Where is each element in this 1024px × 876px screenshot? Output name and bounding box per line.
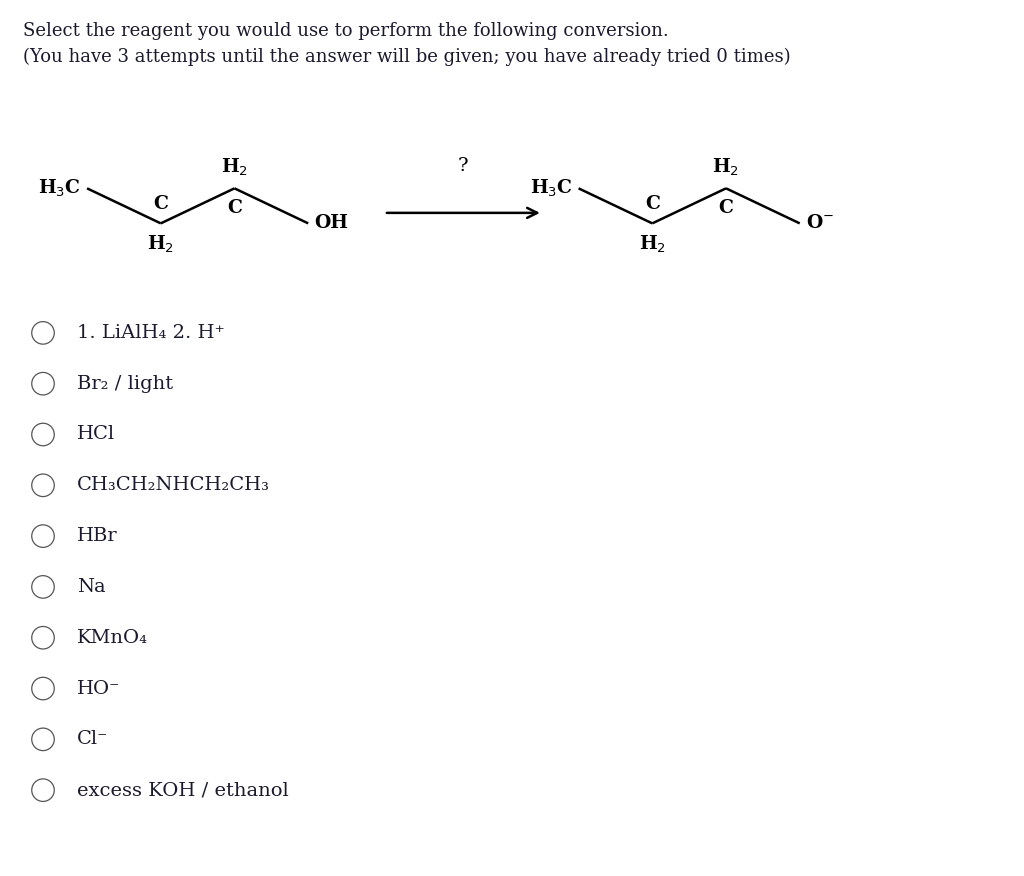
- Text: (You have 3 attempts until the answer will be given; you have already tried 0 ti: (You have 3 attempts until the answer wi…: [23, 48, 791, 67]
- Text: Select the reagent you would use to perform the following conversion.: Select the reagent you would use to perf…: [23, 22, 669, 40]
- Text: HO⁻: HO⁻: [77, 680, 120, 697]
- Text: OH: OH: [314, 215, 348, 232]
- Text: C: C: [645, 194, 659, 213]
- Text: H$_2$: H$_2$: [221, 157, 248, 178]
- Text: C: C: [719, 199, 733, 217]
- Text: Cl⁻: Cl⁻: [77, 731, 109, 748]
- Text: HCl: HCl: [77, 426, 115, 443]
- Text: ?: ?: [458, 157, 469, 175]
- Text: CH₃CH₂NHCH₂CH₃: CH₃CH₂NHCH₂CH₃: [77, 477, 269, 494]
- Text: O$^{-}$: O$^{-}$: [806, 215, 834, 232]
- Text: C: C: [154, 194, 168, 213]
- Text: excess KOH / ethanol: excess KOH / ethanol: [77, 781, 289, 799]
- Text: H$_3$C: H$_3$C: [38, 178, 81, 199]
- Text: H$_2$: H$_2$: [639, 234, 666, 255]
- Text: 1. LiAlH₄ 2. H⁺: 1. LiAlH₄ 2. H⁺: [77, 324, 224, 342]
- Text: C: C: [227, 199, 242, 217]
- Text: Na: Na: [77, 578, 105, 596]
- Text: KMnO₄: KMnO₄: [77, 629, 147, 646]
- Text: HBr: HBr: [77, 527, 118, 545]
- Text: H$_3$C: H$_3$C: [529, 178, 572, 199]
- Text: Br₂ / light: Br₂ / light: [77, 375, 173, 392]
- Text: H$_2$: H$_2$: [147, 234, 174, 255]
- Text: H$_2$: H$_2$: [713, 157, 739, 178]
